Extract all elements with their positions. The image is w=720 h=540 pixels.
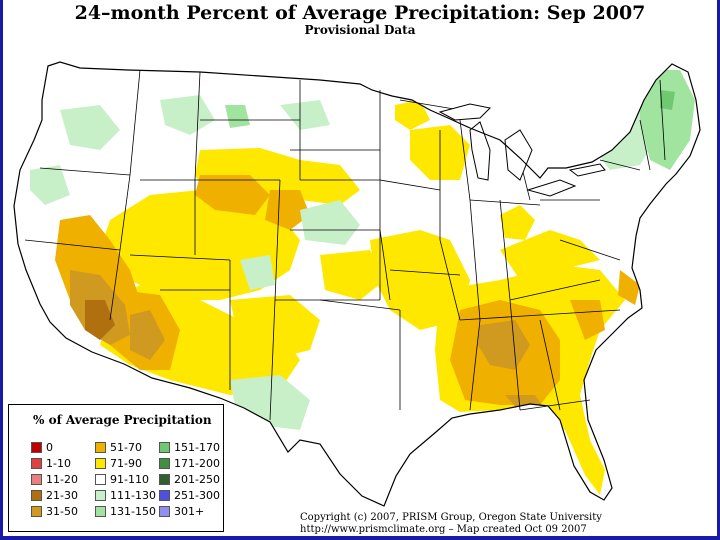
legend-title: % of Average Precipitation xyxy=(33,413,212,427)
legend-label: 131-150 xyxy=(110,505,156,518)
frame-right xyxy=(717,0,720,540)
legend-label: 251-300 xyxy=(174,489,220,502)
legend-swatch xyxy=(95,474,106,485)
legend-swatch xyxy=(31,442,42,453)
legend-swatch xyxy=(159,442,170,453)
legend-label: 31-50 xyxy=(46,505,78,518)
legend-swatch xyxy=(95,490,106,501)
legend-label: 71-90 xyxy=(110,457,142,470)
map-title: 24–month Percent of Average Precipitatio… xyxy=(74,2,646,24)
legend-label: 111-130 xyxy=(110,489,156,502)
legend-label: 201-250 xyxy=(174,473,220,486)
legend-swatch xyxy=(159,490,170,501)
legend-label: 0 xyxy=(46,441,53,454)
legend-swatch xyxy=(31,490,42,501)
legend-swatch xyxy=(95,458,106,469)
map-subtitle: Provisional Data xyxy=(304,23,416,37)
credit-url: http://www.prismclimate.org – Map create… xyxy=(300,524,587,535)
legend-label: 171-200 xyxy=(174,457,220,470)
legend-label: 21-30 xyxy=(46,489,78,502)
legend-label: 11-20 xyxy=(46,473,78,486)
legend-swatch xyxy=(31,506,42,517)
legend-swatch xyxy=(159,458,170,469)
credit-copyright: Copyright (c) 2007, PRISM Group, Oregon … xyxy=(300,512,602,523)
legend-swatch xyxy=(159,506,170,517)
legend-swatch xyxy=(31,474,42,485)
legend-label: 51-70 xyxy=(110,441,142,454)
legend-swatch xyxy=(159,474,170,485)
frame-left xyxy=(0,0,3,540)
legend-label: 91-110 xyxy=(110,473,149,486)
frame-bottom xyxy=(0,536,720,540)
legend-box: % of Average Precipitation 0 1-10 11-20 21-… xyxy=(8,404,224,532)
legend-swatch xyxy=(95,506,106,517)
legend-swatch xyxy=(95,442,106,453)
legend-label: 301+ xyxy=(174,505,205,518)
legend-label: 151-170 xyxy=(174,441,220,454)
legend-label: 1-10 xyxy=(46,457,71,470)
legend-swatch xyxy=(31,458,42,469)
